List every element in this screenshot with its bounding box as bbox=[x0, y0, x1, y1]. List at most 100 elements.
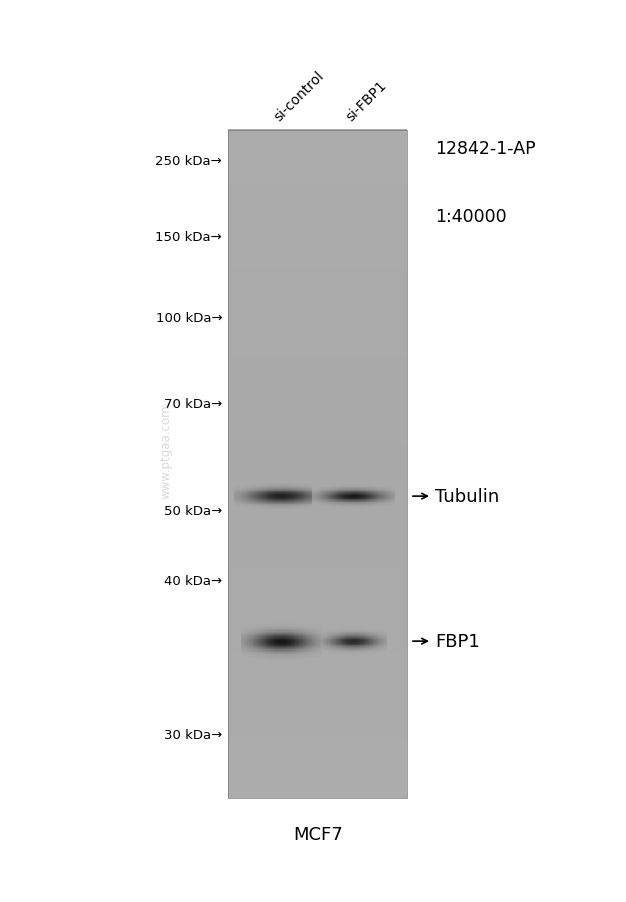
Bar bbox=[382, 498, 384, 499]
Bar bbox=[353, 632, 354, 634]
Bar bbox=[322, 491, 323, 492]
Bar bbox=[289, 504, 290, 506]
Bar bbox=[337, 487, 339, 489]
Bar bbox=[336, 490, 337, 491]
Bar bbox=[366, 639, 367, 640]
Bar bbox=[383, 648, 384, 649]
Bar bbox=[387, 500, 389, 502]
Bar bbox=[246, 632, 247, 634]
Bar bbox=[370, 507, 371, 509]
Bar bbox=[299, 638, 300, 639]
Bar bbox=[376, 495, 377, 497]
Bar bbox=[274, 492, 275, 493]
Bar bbox=[310, 497, 311, 499]
Bar bbox=[314, 491, 316, 492]
Bar bbox=[374, 646, 376, 648]
Text: Tubulin: Tubulin bbox=[435, 488, 500, 505]
Bar bbox=[241, 491, 242, 492]
Bar bbox=[275, 631, 276, 633]
Bar bbox=[259, 645, 260, 646]
Bar bbox=[342, 637, 343, 638]
Bar bbox=[380, 642, 381, 643]
Bar bbox=[267, 505, 268, 507]
Bar bbox=[337, 502, 339, 503]
Bar bbox=[273, 625, 274, 627]
Bar bbox=[330, 506, 331, 508]
Bar bbox=[297, 497, 298, 499]
Bar bbox=[359, 637, 361, 638]
Bar bbox=[277, 489, 278, 490]
Bar bbox=[247, 487, 248, 488]
Bar bbox=[362, 485, 363, 486]
Bar bbox=[328, 500, 329, 502]
Bar bbox=[285, 502, 287, 503]
Bar bbox=[351, 637, 352, 638]
Bar bbox=[332, 493, 334, 495]
Bar bbox=[241, 507, 242, 509]
Bar bbox=[366, 647, 367, 649]
Bar bbox=[343, 639, 344, 640]
Bar bbox=[351, 495, 352, 497]
Bar bbox=[337, 637, 338, 638]
Bar bbox=[349, 500, 350, 501]
Bar bbox=[254, 630, 255, 632]
Bar bbox=[345, 640, 346, 641]
Bar bbox=[326, 493, 327, 495]
Bar bbox=[290, 501, 292, 502]
Bar bbox=[275, 495, 276, 497]
Bar bbox=[391, 501, 392, 502]
Bar bbox=[267, 485, 268, 486]
Bar bbox=[284, 487, 285, 488]
Bar bbox=[270, 502, 272, 504]
Bar bbox=[261, 502, 262, 503]
Bar bbox=[352, 485, 353, 486]
Bar bbox=[331, 647, 332, 649]
Bar bbox=[255, 507, 257, 509]
Bar bbox=[260, 496, 261, 498]
Bar bbox=[366, 489, 367, 490]
Bar bbox=[354, 646, 356, 648]
Bar bbox=[344, 504, 345, 505]
Bar bbox=[267, 496, 268, 498]
Bar bbox=[358, 635, 359, 636]
Bar bbox=[323, 492, 324, 493]
Bar bbox=[312, 635, 314, 637]
Bar bbox=[344, 506, 345, 508]
Bar bbox=[310, 653, 311, 655]
Bar bbox=[343, 643, 344, 644]
Bar bbox=[275, 652, 276, 653]
Bar bbox=[282, 645, 284, 646]
Bar bbox=[300, 497, 301, 499]
Bar bbox=[394, 497, 395, 498]
Bar bbox=[354, 504, 355, 505]
Bar bbox=[341, 630, 342, 632]
Bar bbox=[322, 488, 323, 489]
Bar bbox=[322, 637, 324, 638]
Bar bbox=[326, 644, 327, 646]
Bar bbox=[279, 636, 280, 638]
Bar bbox=[254, 495, 255, 497]
Bar bbox=[319, 495, 320, 497]
Bar bbox=[254, 489, 255, 490]
Bar bbox=[247, 643, 248, 645]
Bar bbox=[321, 634, 322, 635]
Bar bbox=[285, 483, 286, 484]
Bar bbox=[378, 638, 379, 639]
Bar bbox=[321, 642, 322, 643]
Bar bbox=[235, 485, 237, 486]
Bar bbox=[346, 640, 347, 641]
Bar bbox=[284, 655, 285, 657]
Bar bbox=[319, 497, 320, 499]
Bar bbox=[339, 635, 340, 636]
Bar bbox=[228, 404, 407, 408]
Bar bbox=[310, 652, 312, 653]
Bar bbox=[283, 499, 284, 501]
Bar bbox=[290, 640, 292, 641]
Bar bbox=[243, 494, 244, 495]
Bar bbox=[265, 655, 266, 657]
Bar bbox=[328, 648, 329, 649]
Bar bbox=[378, 646, 379, 648]
Bar bbox=[359, 492, 360, 493]
Bar bbox=[258, 495, 259, 497]
Bar bbox=[371, 489, 372, 490]
